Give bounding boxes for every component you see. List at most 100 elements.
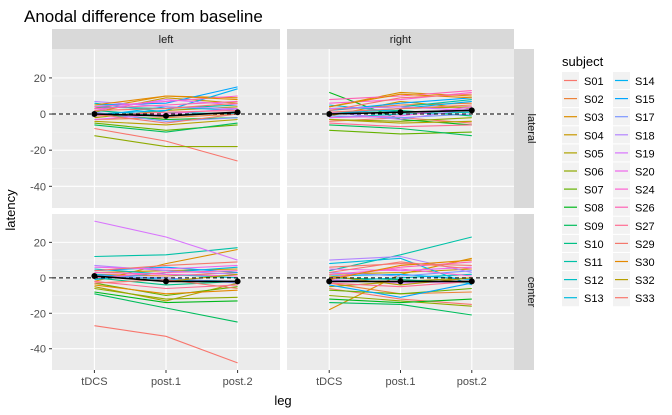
x-tick-label: post.1 bbox=[151, 376, 181, 388]
legend-entry-S15: S15 bbox=[613, 90, 655, 108]
legend-entry-S17: S17 bbox=[613, 108, 655, 126]
legend-label: S09 bbox=[584, 221, 604, 233]
legend-entry-S33: S33 bbox=[613, 289, 655, 307]
series-line-S09 bbox=[94, 122, 238, 133]
x-tick-label: tDCS bbox=[316, 376, 342, 388]
series-line-S30 bbox=[94, 284, 238, 295]
panel-right-center bbox=[287, 214, 514, 370]
legend-label: S13 bbox=[584, 293, 604, 305]
panel-left-center bbox=[52, 214, 280, 370]
series-line-S06 bbox=[94, 287, 238, 300]
legend-entry-S09: S09 bbox=[562, 216, 604, 234]
y-tick-label: -20 bbox=[30, 145, 46, 157]
x-tick-label: post.2 bbox=[223, 376, 253, 388]
legend-entry-S19: S19 bbox=[613, 144, 655, 162]
series-line-S27 bbox=[94, 280, 238, 290]
legend-entry-S03: S03 bbox=[562, 108, 604, 126]
legend-label: S07 bbox=[584, 185, 604, 197]
legend-label: S26 bbox=[635, 203, 655, 215]
mean-point bbox=[326, 111, 333, 118]
series-line-S13 bbox=[329, 257, 472, 286]
mean-point bbox=[163, 278, 169, 285]
legend-entry-S06: S06 bbox=[562, 162, 604, 180]
legend-entry-S01: S01 bbox=[562, 72, 604, 89]
legend-label: S29 bbox=[635, 239, 655, 251]
facet-label-lateral: lateral bbox=[525, 114, 537, 144]
series-line-S26 bbox=[94, 270, 238, 279]
y-tick-label: 0 bbox=[40, 273, 46, 285]
legend-entry-S08: S08 bbox=[562, 198, 604, 216]
legend-entry-S14: S14 bbox=[613, 72, 655, 89]
series-line-S01 bbox=[94, 325, 238, 364]
legend-entry-S13: S13 bbox=[562, 289, 604, 307]
legend-entry-S30: S30 bbox=[613, 253, 655, 270]
series-line-S05 bbox=[94, 282, 238, 302]
series-line-S17 bbox=[329, 113, 472, 119]
x-axis-title: leg bbox=[274, 393, 291, 408]
legend-entry-S05: S05 bbox=[562, 144, 604, 162]
facet-strip-right bbox=[287, 29, 514, 49]
mean-point bbox=[397, 278, 404, 285]
facet-strip-left bbox=[52, 29, 280, 49]
series-line-S15 bbox=[329, 282, 472, 298]
legend-label: S14 bbox=[635, 76, 655, 88]
series-line-S08 bbox=[94, 291, 238, 304]
series-line-S26 bbox=[329, 261, 472, 279]
y-tick-label: 20 bbox=[34, 237, 46, 249]
legend-label: S10 bbox=[584, 239, 604, 251]
series-line-S01 bbox=[329, 287, 472, 305]
series-line-S30 bbox=[329, 93, 472, 108]
panel-left-lateral bbox=[52, 49, 280, 208]
legend-label: S33 bbox=[635, 293, 655, 305]
panels-layer: left right lateral center -40 -20 0 20 -40 -20 0 20… bbox=[30, 29, 537, 388]
mean-point bbox=[326, 278, 333, 285]
series-line-S27 bbox=[329, 280, 472, 288]
series-line-S06 bbox=[329, 294, 472, 307]
legend-entry-S12: S12 bbox=[562, 271, 604, 289]
series-line-S07 bbox=[329, 287, 472, 295]
series-line-S09 bbox=[94, 293, 238, 323]
series-line-S15 bbox=[94, 86, 238, 106]
x-tick-label: post.1 bbox=[386, 376, 416, 388]
series-line-S29 bbox=[94, 261, 238, 272]
mean-point bbox=[163, 112, 169, 119]
series-line-S18 bbox=[94, 100, 238, 110]
legend-label: S06 bbox=[584, 167, 604, 179]
legend-entry-S18: S18 bbox=[613, 126, 655, 144]
series-line-S33 bbox=[94, 102, 238, 111]
mean-point bbox=[397, 109, 404, 116]
legend-label: S03 bbox=[584, 112, 604, 124]
y-tick-label: -20 bbox=[30, 308, 46, 320]
legend-label: S19 bbox=[635, 148, 655, 160]
series-line-S10 bbox=[94, 277, 238, 286]
facet-label-right: right bbox=[390, 34, 411, 46]
series-line-S07 bbox=[94, 282, 238, 297]
legend-entry-S27: S27 bbox=[613, 216, 655, 234]
series-line-S11 bbox=[94, 247, 238, 258]
legend-label: S20 bbox=[635, 167, 655, 179]
y-axis-title: latency bbox=[3, 189, 18, 231]
legend-entry-S29: S29 bbox=[613, 234, 655, 252]
legend-label: S11 bbox=[584, 257, 603, 269]
mean-point bbox=[91, 273, 98, 280]
series-line-S19 bbox=[94, 220, 238, 261]
series-line-S19 bbox=[329, 106, 472, 111]
panel-right-lateral bbox=[287, 49, 514, 208]
legend-entry-S10: S10 bbox=[562, 234, 604, 252]
legend-entry-S32: S32 bbox=[613, 271, 655, 289]
series-line-S09 bbox=[329, 302, 472, 316]
legend-label: S12 bbox=[584, 275, 604, 287]
legend: subject S01 S02 S03 S04 S05 S06 S07 S08 S09 S10 S1… bbox=[562, 54, 655, 307]
series-line-S06 bbox=[94, 135, 238, 148]
series-line-S07 bbox=[94, 122, 238, 131]
series-line-S27 bbox=[329, 122, 472, 128]
legend-label: S08 bbox=[584, 203, 604, 215]
series-line-S06 bbox=[329, 117, 472, 122]
legend-label: S17 bbox=[635, 112, 655, 124]
facet-strip-lateral bbox=[514, 49, 534, 208]
series-line-S15 bbox=[94, 266, 238, 274]
series-line-S14 bbox=[94, 88, 238, 115]
series-line-S11 bbox=[329, 236, 472, 272]
series-line-S18 bbox=[94, 264, 238, 275]
